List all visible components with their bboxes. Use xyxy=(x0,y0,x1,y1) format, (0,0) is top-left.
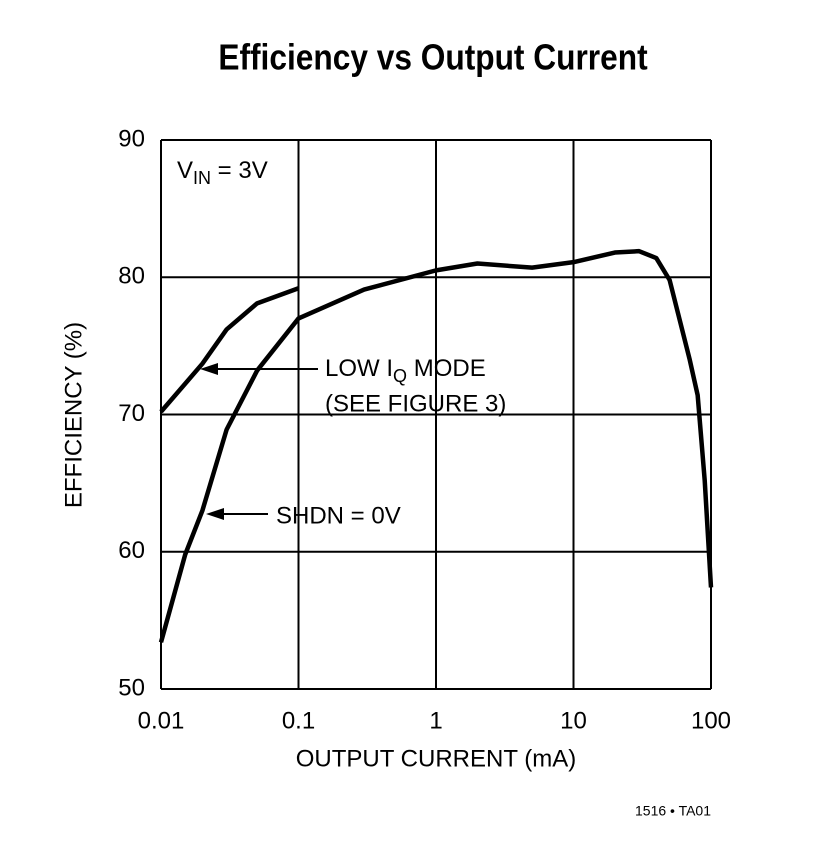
arrow-head xyxy=(206,508,224,520)
annotation: VIN = 3V xyxy=(177,157,268,187)
y-tick-label: 90 xyxy=(118,125,145,152)
x-tick-label: 1 xyxy=(429,707,442,734)
annotation-text: LOW I xyxy=(325,355,393,382)
y-tick-label: 80 xyxy=(118,263,145,290)
footnote: 1516 • TA01 xyxy=(635,803,711,819)
annotation-text: MODE xyxy=(407,355,486,382)
annotation: (SEE FIGURE 3) xyxy=(325,390,506,417)
annotation-text: V xyxy=(177,157,193,184)
annotation: SHDN = 0V xyxy=(276,502,401,529)
x-axis-label: OUTPUT CURRENT (mA) xyxy=(296,745,576,772)
y-axis-label: EFFICIENCY (%) xyxy=(60,322,87,508)
annotation: LOW IQ MODE xyxy=(325,355,486,385)
chart-title: Efficiency vs Output Current xyxy=(218,38,647,78)
annotation-sub: Q xyxy=(393,366,407,386)
x-tick-label: 100 xyxy=(691,707,731,734)
y-tick-label: 70 xyxy=(118,400,145,427)
arrow-head xyxy=(200,363,218,375)
arrows xyxy=(200,363,318,520)
x-tick-label: 0.1 xyxy=(282,707,315,734)
annotation-sub: IN xyxy=(193,168,211,188)
y-tick-label: 60 xyxy=(118,537,145,564)
data-line xyxy=(158,248,714,643)
x-tick-label: 10 xyxy=(560,707,587,734)
y-tick-label: 50 xyxy=(118,674,145,701)
x-tick-label: 0.01 xyxy=(138,707,185,734)
data-line xyxy=(159,286,300,414)
annotation-text: = 3V xyxy=(211,157,268,184)
